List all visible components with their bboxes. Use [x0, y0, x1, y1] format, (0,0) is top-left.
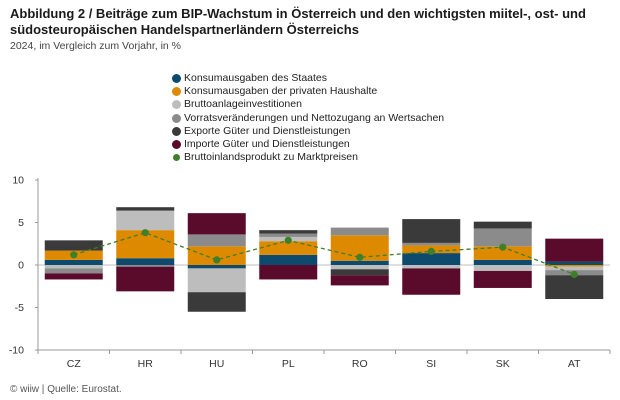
bar-segment — [402, 219, 461, 243]
x-tick-label: HR — [138, 358, 154, 370]
legend-swatch — [172, 100, 181, 110]
bar-segment — [330, 260, 389, 265]
y-tick-label: 5 — [18, 217, 24, 229]
bar-segment — [473, 221, 532, 229]
legend-swatch — [172, 74, 181, 84]
gdp-point — [213, 256, 221, 264]
x-tick-label: AT — [568, 358, 581, 370]
chart-legend: Konsumausgaben des Staates Konsumausgaben… — [172, 72, 444, 164]
bar-segment — [473, 259, 532, 265]
bar-segment — [44, 259, 103, 265]
bar-segment — [116, 265, 175, 267]
bar-segment — [44, 265, 103, 269]
bar-segment — [402, 253, 461, 265]
y-tick-label: 10 — [12, 175, 24, 187]
x-tick-label: CZ — [67, 358, 82, 370]
bar-segment — [187, 246, 246, 265]
bar-segment — [330, 265, 389, 270]
y-tick-label: -10 — [9, 345, 24, 357]
bar-segment — [187, 268, 246, 293]
legend-swatch — [172, 140, 181, 150]
bar-segment — [187, 265, 246, 269]
bar-segment — [330, 269, 389, 276]
bar-segment — [402, 265, 461, 269]
bar-segment — [545, 238, 604, 262]
bar-segment — [545, 275, 604, 299]
x-tick-label: RO — [352, 358, 368, 370]
legend-item: Importe Güter und Dienstleistungen — [172, 138, 444, 151]
bar-segment — [330, 275, 389, 286]
gdp-point — [141, 229, 149, 237]
bar-segment — [473, 265, 532, 271]
legend-item: Bruttoinlandsprodukt zu Marktpreisen — [172, 151, 444, 164]
gdp-point — [427, 247, 435, 255]
gdp-point — [499, 243, 507, 251]
gdp-point — [70, 251, 78, 259]
chart-title: Abbildung 2 / Beiträge zum BIP-Wachstum … — [10, 6, 586, 37]
x-tick-label: HU — [209, 358, 224, 370]
bar-segment — [187, 234, 246, 247]
bar-segment — [402, 242, 461, 246]
bar-segment — [330, 227, 389, 236]
legend-item: Vorratsveränderungen und Nettozugang an … — [172, 112, 444, 125]
gdp-point — [284, 236, 292, 244]
legend-label: Konsumausgaben der privaten Haushalte — [184, 85, 378, 98]
legend-item: Konsumausgaben des Staates — [172, 72, 444, 85]
bar-segment — [545, 266, 604, 271]
bar-segment — [44, 268, 103, 274]
x-tick-label: SK — [496, 358, 510, 370]
bar-segment — [116, 266, 175, 292]
legend-label: Vorratsveränderungen und Nettozugang an … — [184, 111, 445, 124]
legend-label: Bruttoanlageinvestitionen — [184, 98, 302, 111]
bar-segment — [545, 261, 604, 265]
bar-segment — [44, 273, 103, 280]
bar-segment — [545, 265, 604, 267]
bar-segment — [116, 207, 175, 211]
legend-swatch — [173, 154, 180, 162]
gdp-point — [570, 270, 578, 278]
bar-segment — [259, 254, 318, 265]
gdp-line — [73, 232, 575, 275]
bar-segment — [473, 228, 532, 247]
x-tick-label: PL — [282, 358, 295, 370]
y-tick-label: -5 — [15, 302, 24, 314]
gdp-point — [356, 253, 364, 261]
legend-swatch — [172, 87, 181, 97]
bar-segment — [402, 268, 461, 295]
bar-segment — [473, 246, 532, 260]
legend-swatch — [172, 113, 181, 123]
legend-label: Exporte Güter und Dienstleistungen — [184, 124, 351, 137]
legend-label: Konsumausgaben des Staates — [184, 72, 328, 84]
bar-segment — [187, 213, 246, 235]
bar-segment — [259, 265, 318, 280]
bar-segment — [259, 233, 318, 237]
legend-item: Konsumausgaben der privaten Haushalte — [172, 85, 444, 98]
bar-segment — [116, 258, 175, 265]
legend-item: Exporte Güter und Dienstleistungen — [172, 125, 444, 138]
bar-segment — [116, 210, 175, 231]
x-tick-label: SI — [426, 358, 436, 370]
legend-label: Importe Güter und Dienstleistungen — [184, 137, 350, 150]
y-tick-label: 0 — [18, 260, 24, 272]
bar-segment — [187, 292, 246, 312]
source-note: © wiiw | Quelle: Eurostat. — [10, 384, 122, 395]
bar-segment — [44, 240, 103, 251]
legend-item: Bruttoanlageinvestitionen — [172, 98, 444, 111]
bar-segment — [259, 230, 318, 234]
legend-swatch — [172, 126, 181, 136]
bar-segment — [473, 270, 532, 288]
legend-label: Bruttoinlandsprodukt zu Marktpreisen — [184, 151, 358, 164]
chart-subtitle: 2024, im Vergleich zum Vorjahr, in % — [10, 40, 182, 52]
